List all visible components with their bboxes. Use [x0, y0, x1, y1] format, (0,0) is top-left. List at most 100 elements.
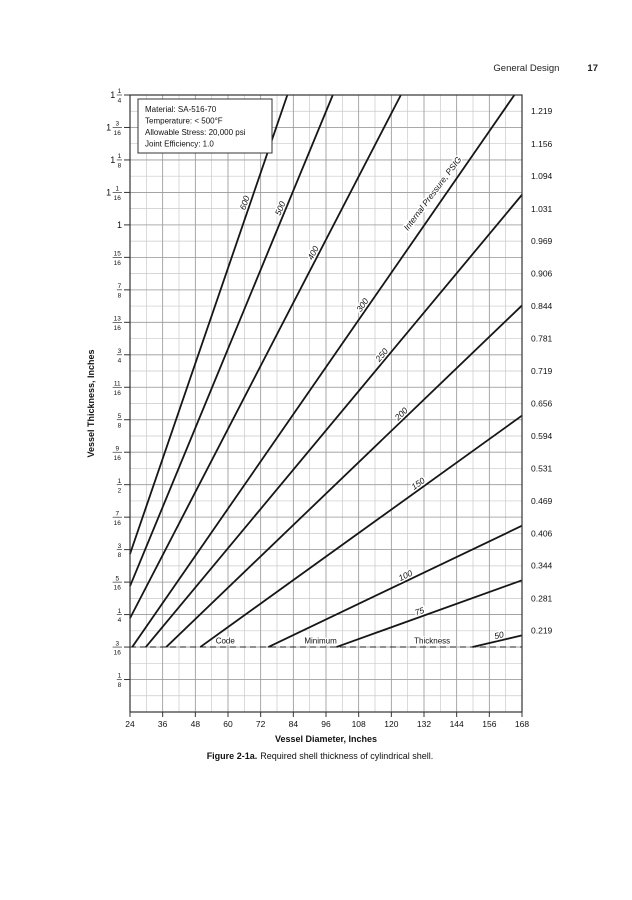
y-left-label-den: 4: [118, 357, 122, 364]
pressure-line-100: [267, 524, 523, 648]
pressure-line-400: [129, 94, 402, 619]
y-left-label-num: 13: [114, 316, 122, 323]
y-left-label-num: 5: [115, 575, 119, 582]
annotation-line: Material: SA-516-70: [145, 105, 217, 114]
y-left-label-den: 16: [114, 390, 122, 397]
annotation-line: Temperature: < 500°F: [145, 117, 223, 126]
y-right-label: 0.969: [531, 236, 553, 246]
page-header: General Design 17: [0, 63, 598, 74]
y-right-label: 0.219: [531, 626, 553, 636]
caption-text: Required shell thickness of cylindrical …: [260, 751, 434, 761]
code-minimum-label: Thickness: [414, 637, 450, 646]
y-left-label-whole: 1: [106, 187, 111, 197]
y-left-label-num: 11: [114, 380, 121, 387]
x-tick-label: 168: [515, 719, 529, 729]
caption-figure-label: Figure 2-1a.: [206, 751, 258, 761]
annotation-box: [137, 98, 273, 154]
figure-caption: Figure 2-1a. Required shell thickness of …: [110, 751, 530, 761]
y-right-label: 0.719: [531, 366, 553, 376]
y-left-label-num: 7: [115, 510, 119, 517]
pressure-line-500: [129, 94, 334, 587]
y-right-label: 0.406: [531, 529, 553, 539]
x-tick-label: 132: [417, 719, 431, 729]
pressure-line-250: [145, 194, 523, 648]
y-left-label-num: 3: [115, 640, 119, 647]
y-left-label-num: 15: [114, 251, 122, 258]
y-left-label-den: 4: [118, 98, 122, 105]
x-tick-label: 36: [158, 719, 168, 729]
y-left-label-num: 3: [115, 121, 119, 128]
y-left-label-den: 16: [114, 455, 122, 462]
y-right-label: 1.031: [531, 204, 553, 214]
y-right-label: 0.344: [531, 561, 553, 571]
y-left-label-den: 8: [118, 163, 122, 170]
x-tick-label: 84: [289, 719, 299, 729]
pressure-line-75: [336, 579, 523, 648]
y-left-label-whole: 1: [110, 90, 115, 100]
x-tick-label: 120: [384, 719, 398, 729]
y-left-label-den: 16: [114, 520, 122, 527]
y-right-label: 0.844: [531, 301, 553, 311]
pressure-label-300: 300: [354, 296, 370, 314]
y-right-label: 0.594: [531, 431, 553, 441]
x-tick-label: 96: [321, 719, 331, 729]
y-left-label-whole: 1: [110, 155, 115, 165]
x-tick-label: 72: [256, 719, 266, 729]
x-tick-label: 24: [125, 719, 135, 729]
pressure-label-200: 200: [392, 405, 410, 423]
y-left-label-whole: 1: [106, 122, 111, 132]
y-left-label-den: 16: [114, 130, 122, 137]
y-left-label-num: 3: [118, 348, 122, 355]
y-right-label: 0.281: [531, 593, 553, 603]
y-left-label-num: 7: [118, 283, 122, 290]
pressure-line-300: [131, 94, 516, 648]
y-left-label-den: 8: [118, 552, 122, 559]
y-axis-title: Vessel Thickness, Inches: [86, 349, 96, 457]
x-tick-label: 156: [482, 719, 496, 729]
y-right-label: 0.906: [531, 269, 553, 279]
x-axis-title: Vessel Diameter, Inches: [275, 734, 377, 744]
pressure-line-50: [472, 634, 523, 648]
x-tick-label: 48: [191, 719, 201, 729]
y-left-label-den: 16: [114, 650, 122, 657]
pressure-line-200: [165, 304, 523, 648]
y-left-label-den: 4: [118, 617, 122, 624]
code-minimum-label: Minimum: [304, 637, 337, 646]
pressure-label-50: 50: [493, 629, 505, 641]
y-left-label-num: 1: [118, 153, 122, 160]
pressure-label-100: 100: [397, 568, 414, 583]
y-left-label-den: 16: [114, 325, 122, 332]
pressure-line-600: [129, 94, 289, 555]
y-left-label-den: 8: [118, 682, 122, 689]
y-right-label: 1.156: [531, 139, 553, 149]
pressure-axis-label: Internal Pressure, PSIG: [401, 154, 463, 232]
y-right-label: 0.469: [531, 496, 553, 506]
y-left-label: 1: [117, 220, 122, 230]
y-left-label-den: 2: [118, 487, 122, 494]
y-left-label-num: 1: [118, 88, 122, 95]
y-left-label-num: 1: [118, 608, 122, 615]
x-tick-label: 60: [223, 719, 233, 729]
y-left-label-num: 3: [118, 543, 122, 550]
y-left-label-den: 16: [114, 195, 122, 202]
y-left-label-den: 16: [114, 585, 122, 592]
pressure-line-150: [199, 414, 523, 648]
y-left-label-num: 5: [118, 413, 122, 420]
page-number: 17: [587, 63, 598, 74]
y-right-label: 0.781: [531, 334, 553, 344]
y-left-label-num: 1: [118, 478, 122, 485]
header-section-title: General Design: [493, 63, 560, 74]
y-left-label-den: 8: [118, 422, 122, 429]
y-right-label: 1.219: [531, 106, 553, 116]
y-right-label: 1.094: [531, 171, 553, 181]
annotation-line: Joint Efficiency: 1.0: [145, 140, 214, 149]
y-left-label-num: 9: [115, 445, 119, 452]
y-right-label: 0.656: [531, 399, 553, 409]
annotation-line: Allowable Stress: 20,000 psi: [145, 128, 246, 137]
y-right-label: 0.531: [531, 464, 553, 474]
pressure-label-500: 500: [273, 200, 288, 217]
y-left-label-den: 16: [114, 260, 122, 267]
code-minimum-label: Code: [216, 637, 236, 646]
y-left-label-den: 8: [118, 292, 122, 299]
